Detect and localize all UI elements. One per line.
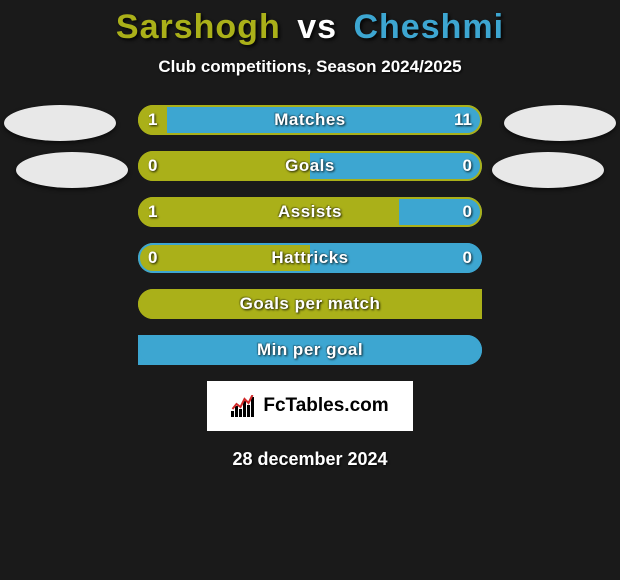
logo-chart-icon [231,395,257,417]
stat-bar-row: 111Matches [138,105,482,135]
stat-label: Goals [138,151,482,181]
subtitle: Club competitions, Season 2024/2025 [0,57,620,77]
stat-bar-row: 00Hattricks [138,243,482,273]
comparison-arena: 111Matches 00Goals 10Assists 00Hattricks Goa… [0,105,620,365]
logo-text: FcTables.com [263,395,388,417]
player-oval [504,105,616,141]
stat-label: Goals per match [138,289,482,319]
stat-bar-row: Goals per match [138,289,482,319]
stat-bar-row: 10Assists [138,197,482,227]
stat-bar-row: 00Goals [138,151,482,181]
stat-label: Min per goal [138,335,482,365]
player-oval [4,105,116,141]
vs-label: vs [297,8,337,46]
stat-bar-row: Min per goal [138,335,482,365]
stat-bar-list: 111Matches 00Goals 10Assists 00Hattricks Goa… [138,105,482,365]
source-logo: FcTables.com [207,381,413,431]
page-title: Sarshogh vs Cheshmi [0,8,620,47]
player-oval [16,152,128,188]
stat-label: Assists [138,197,482,227]
player-oval [492,152,604,188]
stat-label: Matches [138,105,482,135]
player1-name: Sarshogh [116,8,281,46]
stat-label: Hattricks [138,243,482,273]
player2-name: Cheshmi [353,8,504,46]
snapshot-date: 28 december 2024 [0,449,620,470]
